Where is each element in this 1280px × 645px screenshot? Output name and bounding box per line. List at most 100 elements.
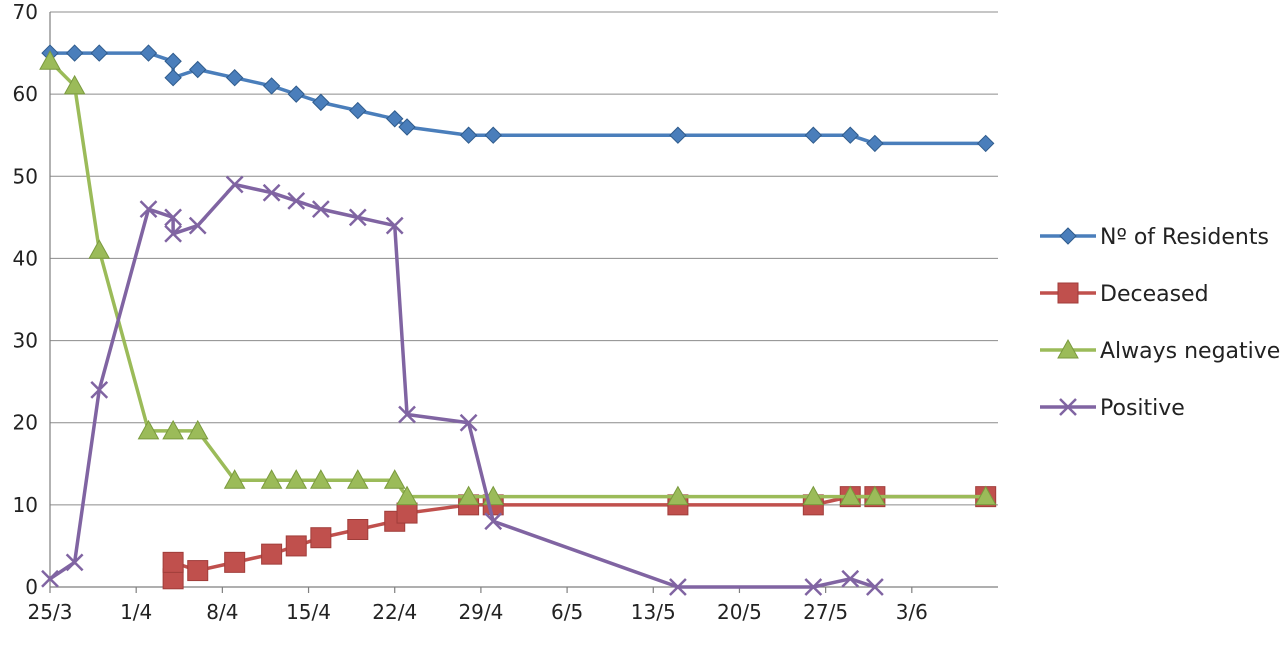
data-point-square-marker <box>310 527 332 549</box>
series-x <box>41 175 884 596</box>
legend-diamond-marker <box>1059 227 1077 245</box>
data-point-x-marker <box>90 380 109 399</box>
legend-label: Nº of Residents <box>1100 225 1269 250</box>
y-tick-label: 50 <box>13 164 38 188</box>
data-point-square-marker <box>285 535 307 557</box>
legend-item: Always negative <box>1040 338 1280 364</box>
data-point-triangle-marker <box>223 469 246 489</box>
data-point-triangle-marker <box>864 485 886 506</box>
data-point-x-marker <box>65 553 84 572</box>
legend-x-marker <box>1059 398 1077 416</box>
legend-label: Deceased <box>1100 282 1209 307</box>
y-tick-label: 10 <box>13 493 38 517</box>
data-point-triangle-marker <box>974 485 997 506</box>
data-point-x-marker <box>41 569 59 588</box>
y-tick-label: 40 <box>13 246 38 270</box>
data-point-diamond-marker <box>287 85 305 103</box>
data-point-diamond-marker <box>804 126 823 144</box>
data-point-diamond-marker <box>139 44 158 62</box>
legend-label: Always negative <box>1100 339 1280 364</box>
data-point-x-marker <box>164 208 183 227</box>
data-point-diamond-marker <box>225 69 244 87</box>
series-line <box>50 51 986 146</box>
legend-item: Deceased <box>1040 282 1209 307</box>
series-square <box>162 486 997 590</box>
data-point-triangle-marker <box>137 419 160 440</box>
data-point-triangle-marker <box>457 485 480 506</box>
data-point-x-marker <box>669 578 687 596</box>
legend-item: Nº of Residents <box>1040 225 1269 250</box>
data-point-diamond-marker <box>386 110 404 128</box>
data-point-x-marker <box>164 224 183 243</box>
axes: 0 10 20 30 40 50 60 70 25/3 1/4 8/4 15/4 22/4 29/4 6/5… <box>13 0 998 624</box>
data-point-x-marker <box>484 512 503 531</box>
data-point-diamond-marker <box>866 134 884 153</box>
y-tick-label: 60 <box>13 82 38 106</box>
y-tick-label: 30 <box>13 329 38 353</box>
data-point-x-marker <box>804 578 823 596</box>
data-point-triangle-marker <box>88 239 111 259</box>
y-tick-label: 20 <box>13 411 38 435</box>
data-point-x-marker <box>398 405 416 424</box>
data-point-square-marker <box>162 551 184 573</box>
series-line <box>49 182 876 589</box>
data-point-diamond-marker <box>841 126 859 144</box>
legend: Nº of Residents Deceased Always negative Po… <box>1040 225 1280 421</box>
data-point-x-marker <box>311 200 330 219</box>
data-point-diamond-marker <box>189 60 207 79</box>
data-point-x-marker <box>139 200 158 219</box>
data-point-triangle-marker <box>383 469 406 489</box>
data-point-triangle-marker <box>285 469 308 489</box>
x-tick-label: 22/4 <box>372 600 417 624</box>
data-point-diamond-marker <box>459 126 478 144</box>
series-line <box>48 60 986 499</box>
data-point-diamond-marker <box>262 77 281 95</box>
data-point-x-marker <box>188 216 207 235</box>
data-point-square-marker <box>224 551 246 573</box>
data-point-x-marker <box>865 578 884 596</box>
data-point-x-marker <box>348 208 367 227</box>
x-tick-label: 8/4 <box>206 600 238 624</box>
data-point-triangle-marker <box>667 485 689 506</box>
data-point-x-marker <box>225 175 244 194</box>
data-point-triangle-marker <box>186 419 209 440</box>
data-point-diamond-marker <box>312 93 330 112</box>
legend-label: Positive <box>1100 396 1185 421</box>
data-point-triangle-marker <box>260 469 283 489</box>
y-tick-label: 70 <box>13 0 38 24</box>
data-point-diamond-marker <box>976 134 995 153</box>
data-point-square-marker <box>347 519 369 540</box>
series-group <box>39 44 997 596</box>
data-point-triangle-marker <box>63 74 86 95</box>
data-point-triangle-marker <box>346 469 369 489</box>
legend-item: Positive <box>1040 396 1185 421</box>
legend-square-marker <box>1057 282 1079 304</box>
data-point-square-marker <box>187 560 209 582</box>
x-tick-label: 13/5 <box>631 600 676 624</box>
x-tick-label: 15/4 <box>286 600 331 624</box>
data-point-x-marker <box>287 192 306 210</box>
x-tick-label: 1/4 <box>120 600 152 624</box>
data-point-diamond-marker <box>398 118 416 136</box>
data-point-diamond-marker <box>669 126 687 144</box>
data-point-diamond-marker <box>65 44 84 62</box>
y-tick-label: 0 <box>25 575 38 599</box>
data-point-diamond-marker <box>90 44 108 62</box>
data-point-triangle-marker <box>396 485 418 506</box>
x-tick-label: 25/3 <box>28 600 73 624</box>
gridlines <box>50 11 998 506</box>
data-point-diamond-marker <box>164 69 182 87</box>
data-point-square-marker <box>396 502 418 524</box>
data-point-triangle-marker <box>310 469 332 489</box>
series-diamond <box>41 44 995 153</box>
legend-triangle-marker <box>1057 338 1079 359</box>
data-point-x-marker <box>841 569 860 588</box>
data-point-diamond-marker <box>484 126 502 144</box>
data-point-diamond-marker <box>349 101 367 120</box>
x-tick-label: 29/4 <box>458 600 503 624</box>
data-point-x-marker <box>459 413 478 432</box>
data-point-diamond-marker <box>164 52 182 70</box>
series-triangle <box>39 50 997 506</box>
x-tick-label: 6/5 <box>551 600 583 624</box>
